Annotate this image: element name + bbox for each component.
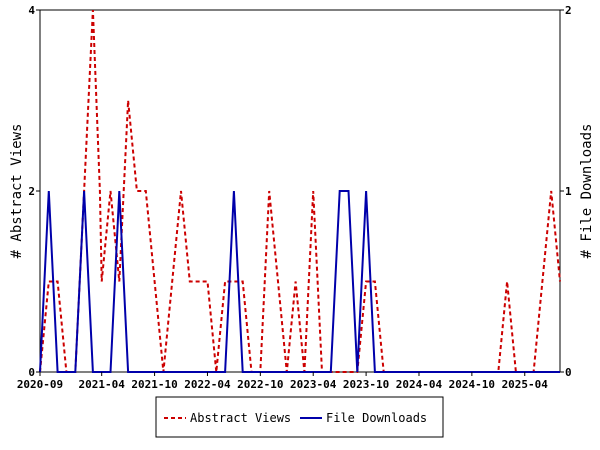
x-tick-label-2023-10: 2023-10 xyxy=(343,378,389,391)
y-axis-left-title: # Abstract Views xyxy=(9,124,25,259)
x-axis: 2020-09 2021-04 2021-10 2022-04 2022-10 2023-… xyxy=(17,372,548,391)
y-left-tick-label-4: 4 xyxy=(28,4,35,17)
x-tick-label-2022-10: 2022-10 xyxy=(237,378,283,391)
series-line-abstract-views xyxy=(39,9,561,373)
series-line-file-downloads xyxy=(39,190,560,373)
y-right-tick-label-1: 1 xyxy=(565,185,572,198)
legend: Abstract Views File Downloads xyxy=(155,396,444,438)
x-tick-label-2021-10: 2021-10 xyxy=(131,378,177,391)
y-axis-left: 0 2 4 xyxy=(28,4,40,379)
legend-label-abstract-views: Abstract Views xyxy=(190,411,291,425)
x-tick-label-2025-04: 2025-04 xyxy=(502,378,549,391)
y-right-tick-label-2: 2 xyxy=(565,4,572,17)
series-layer xyxy=(39,9,561,373)
legend-box xyxy=(155,396,444,438)
x-tick-label-2021-04: 2021-04 xyxy=(79,378,126,391)
legend-label-file-downloads: File Downloads xyxy=(326,411,427,425)
x-tick-label-2024-10: 2024-10 xyxy=(449,378,495,391)
y-axis-right-title: # File Downloads xyxy=(579,124,595,259)
y-left-tick-label-2: 2 xyxy=(28,185,35,198)
y-right-tick-label-0: 0 xyxy=(565,366,572,379)
x-tick-label-2023-04: 2023-04 xyxy=(290,378,337,391)
x-tick-label-2020-09: 2020-09 xyxy=(17,378,63,391)
plot-area xyxy=(39,9,561,373)
plot-frame xyxy=(39,9,561,373)
y-left-tick-label-0: 0 xyxy=(28,366,35,379)
x-tick-label-2022-04: 2022-04 xyxy=(184,378,231,391)
y-axis-right: 0 1 2 xyxy=(560,4,572,379)
x-tick-label-2024-04: 2024-04 xyxy=(396,378,443,391)
